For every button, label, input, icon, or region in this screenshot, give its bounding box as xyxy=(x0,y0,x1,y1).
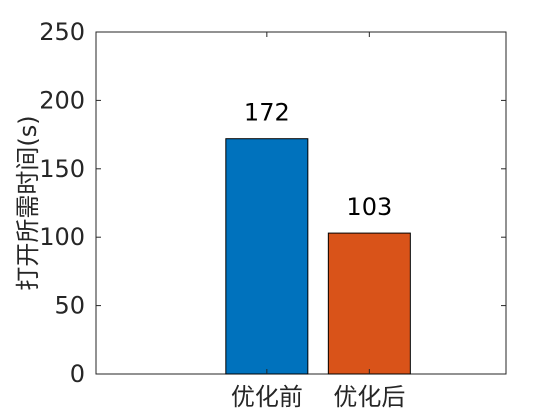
y-tick-label: 0 xyxy=(70,360,85,388)
y-tick-label: 50 xyxy=(54,292,85,320)
data-label: 172 xyxy=(244,99,290,127)
bar xyxy=(327,232,411,375)
y-tick-label: 250 xyxy=(39,18,85,46)
plot-area: 0 50 100 150 200 250 优化前 172 优化后 103 xyxy=(39,18,507,411)
y-tick-label: 100 xyxy=(39,223,85,251)
x-tick-label: 优化后 xyxy=(333,383,405,411)
y-tick-label: 200 xyxy=(39,86,85,114)
y-axis-label: 打开所需时间(s) xyxy=(14,115,42,290)
x-tick-label: 优化前 xyxy=(231,383,303,411)
data-label: 103 xyxy=(346,193,392,221)
bar xyxy=(225,138,309,375)
y-tick-label: 150 xyxy=(39,155,85,183)
